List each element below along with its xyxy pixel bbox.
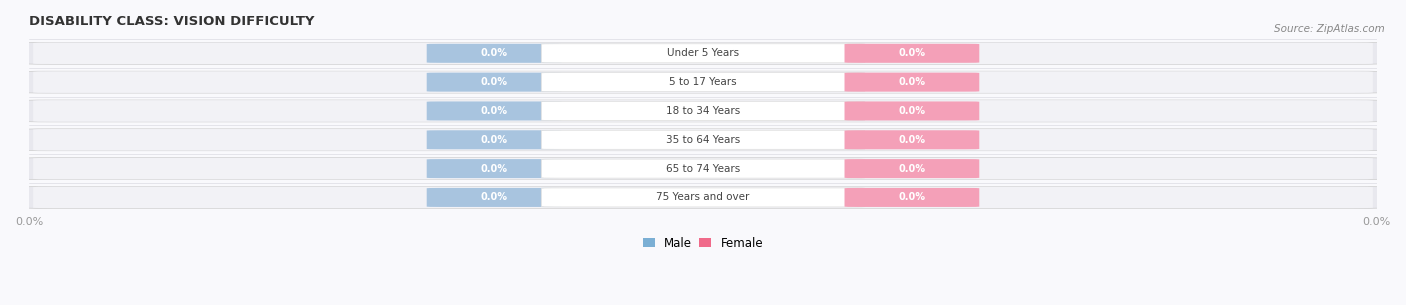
FancyBboxPatch shape [845,159,980,178]
Legend: Male, Female: Male, Female [638,232,768,254]
FancyBboxPatch shape [22,42,1384,64]
Text: 0.0%: 0.0% [481,106,508,116]
FancyBboxPatch shape [34,43,1372,64]
Text: 5 to 17 Years: 5 to 17 Years [669,77,737,87]
FancyBboxPatch shape [541,73,865,92]
Text: 0.0%: 0.0% [898,135,925,145]
FancyBboxPatch shape [845,130,980,149]
FancyBboxPatch shape [541,159,865,178]
FancyBboxPatch shape [845,188,980,207]
FancyBboxPatch shape [34,100,1372,122]
FancyBboxPatch shape [426,159,561,178]
FancyBboxPatch shape [426,44,561,63]
Text: DISABILITY CLASS: VISION DIFFICULTY: DISABILITY CLASS: VISION DIFFICULTY [30,15,315,28]
FancyBboxPatch shape [426,102,561,120]
Text: 0.0%: 0.0% [898,48,925,58]
FancyBboxPatch shape [845,102,980,120]
FancyBboxPatch shape [34,129,1372,150]
Text: 0.0%: 0.0% [481,163,508,174]
Text: 0.0%: 0.0% [481,135,508,145]
FancyBboxPatch shape [541,188,865,207]
Text: Under 5 Years: Under 5 Years [666,48,740,58]
Text: 75 Years and over: 75 Years and over [657,192,749,203]
FancyBboxPatch shape [22,100,1384,122]
Text: 0.0%: 0.0% [481,48,508,58]
FancyBboxPatch shape [541,44,865,63]
Text: 0.0%: 0.0% [898,77,925,87]
FancyBboxPatch shape [541,102,865,120]
FancyBboxPatch shape [34,187,1372,208]
FancyBboxPatch shape [22,71,1384,93]
FancyBboxPatch shape [845,73,980,92]
Text: 0.0%: 0.0% [898,163,925,174]
Text: 0.0%: 0.0% [898,192,925,203]
FancyBboxPatch shape [34,158,1372,179]
FancyBboxPatch shape [22,129,1384,151]
Text: 35 to 64 Years: 35 to 64 Years [666,135,740,145]
FancyBboxPatch shape [426,130,561,149]
FancyBboxPatch shape [845,44,980,63]
FancyBboxPatch shape [426,73,561,92]
FancyBboxPatch shape [34,71,1372,93]
Text: 0.0%: 0.0% [898,106,925,116]
FancyBboxPatch shape [541,130,865,149]
Text: Source: ZipAtlas.com: Source: ZipAtlas.com [1274,24,1385,34]
Text: 0.0%: 0.0% [481,77,508,87]
Text: 65 to 74 Years: 65 to 74 Years [666,163,740,174]
FancyBboxPatch shape [22,186,1384,208]
FancyBboxPatch shape [426,188,561,207]
FancyBboxPatch shape [22,158,1384,180]
Text: 18 to 34 Years: 18 to 34 Years [666,106,740,116]
Text: 0.0%: 0.0% [481,192,508,203]
